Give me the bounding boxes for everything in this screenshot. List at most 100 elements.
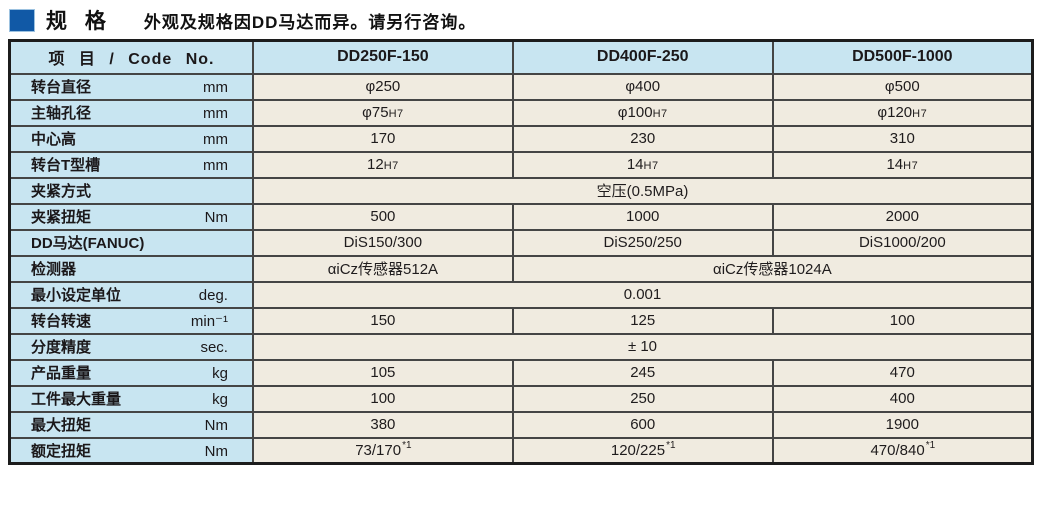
- row-item-unit: kg: [212, 365, 228, 382]
- row-item-unit: Nm: [204, 417, 228, 434]
- row-label: 工件最大重量 kg: [8, 384, 254, 413]
- row-item-unit: mm: [202, 105, 228, 122]
- spec-value-cell: 1900: [771, 410, 1034, 439]
- row-item-unit: deg.: [198, 287, 228, 304]
- spec-value-cell: 14H7: [511, 150, 774, 179]
- spec-value-cell: 245: [511, 358, 774, 387]
- row-item-name: 产品重量: [31, 365, 92, 382]
- spec-value-cell: 12H7: [251, 150, 514, 179]
- row-item-unit: Nm: [204, 209, 228, 226]
- spec-table: 项 目 / Code No. DD250F-150 DD400F-250 DD5…: [8, 39, 1034, 465]
- spec-row-2: 中心高 mm 170 230 310: [8, 124, 1034, 153]
- spec-value-cell: 230: [511, 124, 774, 153]
- spec-value-cell: 400: [771, 384, 1034, 413]
- spec-value-cell: 470/840*1: [771, 436, 1034, 465]
- row-label: 夹紧扭矩 Nm: [8, 202, 254, 231]
- row-item-name: 最小设定单位: [31, 287, 122, 304]
- spec-value-cell: φ250: [251, 72, 514, 101]
- row-item-unit: Nm: [204, 442, 228, 460]
- spec-table-body: 转台直径 mm φ250 φ400 φ500 主轴孔径 mm φ75H7 φ100H7 φ120H…: [8, 72, 1034, 465]
- row-label: 额定扭矩 Nm: [8, 436, 254, 465]
- row-item-name: 转台直径: [31, 79, 92, 96]
- row-item-name: 夹紧扭矩: [31, 209, 92, 226]
- row-item-name: 分度精度: [31, 339, 92, 356]
- spec-value-cell: 120/225*1: [511, 436, 774, 465]
- row-item-unit: min⁻¹: [190, 313, 228, 330]
- spec-value-cell: 105: [251, 358, 514, 387]
- row-label: 最小设定单位 deg.: [8, 280, 254, 309]
- column-header-dd250f-150: DD250F-150: [251, 39, 514, 75]
- spec-row-4: 夹紧方式 空压(0.5MPa): [8, 176, 1034, 205]
- spec-value-cell: DiS1000/200: [771, 228, 1034, 257]
- column-header-dd500f-1000: DD500F-1000: [771, 39, 1034, 75]
- row-label: DD马达(FANUC): [8, 228, 254, 257]
- spec-row-1: 主轴孔径 mm φ75H7 φ100H7 φ120H7: [8, 98, 1034, 127]
- spec-value-cell: 310: [771, 124, 1034, 153]
- row-item-name: 中心高: [31, 131, 77, 148]
- spec-value-cell: DiS250/250: [511, 228, 774, 257]
- row-label: 分度精度 sec.: [8, 332, 254, 361]
- spec-row-14: 额定扭矩 Nm 73/170*1 120/225*1 470/840*1: [8, 436, 1034, 465]
- spec-value-cell: 100: [251, 384, 514, 413]
- row-item-unit: mm: [202, 79, 228, 96]
- spec-value-cell: 150: [251, 306, 514, 335]
- spec-value-cell: 380: [251, 410, 514, 439]
- row-label: 检测器: [8, 254, 254, 283]
- spec-value-cell: φ500: [771, 72, 1034, 101]
- row-item-name: 主轴孔径: [31, 105, 92, 122]
- spec-row-10: 分度精度 sec. ± 10: [8, 332, 1034, 361]
- spec-value-cell: 14H7: [771, 150, 1034, 179]
- spec-row-6: DD马达(FANUC) DiS150/300 DiS250/250 DiS1000/2…: [8, 228, 1034, 257]
- row-label: 产品重量 kg: [8, 358, 254, 387]
- spec-value-cell: φ100H7: [511, 98, 774, 127]
- row-label: 转台转速 min⁻¹: [8, 306, 254, 335]
- row-label: 夹紧方式: [8, 176, 254, 205]
- spec-value-cell: 470: [771, 358, 1034, 387]
- row-item-unit: sec.: [200, 339, 228, 356]
- spec-row-11: 产品重量 kg 105 245 470: [8, 358, 1034, 387]
- row-item-name: 最大扭矩: [31, 417, 92, 434]
- spec-value-cell: 125: [511, 306, 774, 335]
- row-label: 主轴孔径 mm: [8, 98, 254, 127]
- row-label: 转台直径 mm: [8, 72, 254, 101]
- spec-row-13: 最大扭矩 Nm 380 600 1900: [8, 410, 1034, 439]
- row-item-name: 额定扭矩: [31, 442, 92, 460]
- spec-value-cell: 100: [771, 306, 1034, 335]
- row-item-unit: kg: [212, 391, 228, 408]
- spec-row-3: 转台T型槽 mm 12H7 14H7 14H7: [8, 150, 1034, 179]
- spec-row-8: 最小设定单位 deg. 0.001: [8, 280, 1034, 309]
- spec-value-cell: φ400: [511, 72, 774, 101]
- spec-value-cell: αiCz传感器512A: [251, 254, 514, 283]
- spec-row-5: 夹紧扭矩 Nm 500 1000 2000: [8, 202, 1034, 231]
- table-header-row: 项 目 / Code No. DD250F-150 DD400F-250 DD5…: [8, 39, 1034, 75]
- row-item-name: 转台T型槽: [31, 157, 101, 174]
- spec-value-cell: 600: [511, 410, 774, 439]
- row-item-name: 检测器: [31, 261, 77, 278]
- spec-row-12: 工件最大重量 kg 100 250 400: [8, 384, 1034, 413]
- spec-value-cell: 250: [511, 384, 774, 413]
- row-label: 中心高 mm: [8, 124, 254, 153]
- row-label: 转台T型槽 mm: [8, 150, 254, 179]
- spec-value-cell: 170: [251, 124, 514, 153]
- spec-value-cell: 73/170*1: [251, 436, 514, 465]
- row-item-name: 工件最大重量: [31, 391, 122, 408]
- section-header: 规 格 外观及规格因DD马达而异。请另行咨询。: [10, 7, 1034, 33]
- spec-value-cell: φ120H7: [771, 98, 1034, 127]
- spec-value-cell: φ75H7: [251, 98, 514, 127]
- section-title: 规 格: [46, 10, 112, 33]
- spec-value-cell: 空压(0.5MPa): [251, 176, 1034, 205]
- spec-value-cell: 2000: [771, 202, 1034, 231]
- row-label: 最大扭矩 Nm: [8, 410, 254, 439]
- spec-value-cell: DiS150/300: [251, 228, 514, 257]
- spec-value-cell: αiCz传感器1024A: [511, 254, 1034, 283]
- spec-value-cell: 500: [251, 202, 514, 231]
- row-item-name: 夹紧方式: [31, 183, 92, 200]
- corner-header: 项 目 / Code No.: [8, 39, 254, 75]
- spec-value-cell: 0.001: [251, 280, 1034, 309]
- section-note: 外观及规格因DD马达而异。请另行咨询。: [143, 12, 477, 32]
- row-item-unit: mm: [202, 131, 228, 148]
- spec-row-7: 检测器 αiCz传感器512A αiCz传感器1024A: [8, 254, 1034, 283]
- row-item-unit: mm: [202, 157, 228, 174]
- spec-value-cell: 1000: [511, 202, 774, 231]
